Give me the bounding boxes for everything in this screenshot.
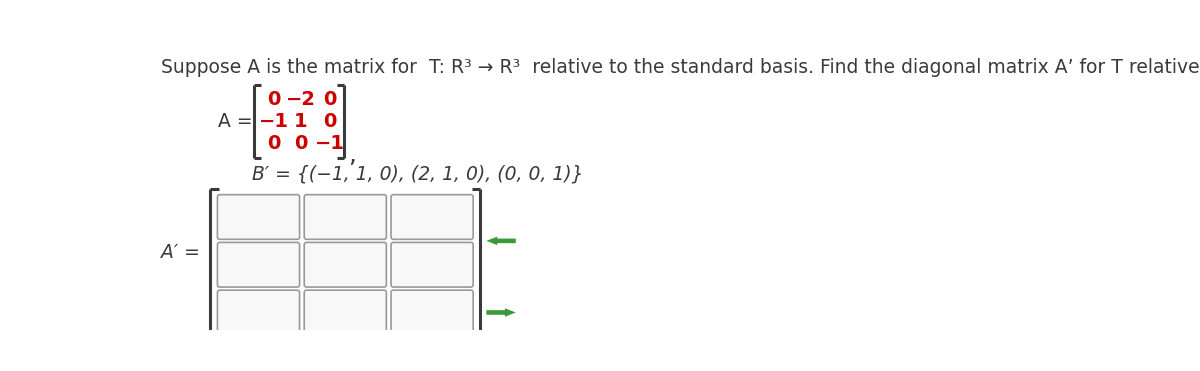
Text: Suppose A is the matrix for  T: R³ → R³  relative to the standard basis. Find th: Suppose A is the matrix for T: R³ → R³ r… <box>161 58 1200 78</box>
Text: −2: −2 <box>286 91 316 109</box>
Polygon shape <box>308 347 317 368</box>
FancyBboxPatch shape <box>217 195 300 239</box>
Polygon shape <box>325 347 334 368</box>
Text: 0: 0 <box>268 134 281 152</box>
Text: 0: 0 <box>268 91 281 109</box>
Text: A =: A = <box>218 112 253 131</box>
Polygon shape <box>486 237 516 245</box>
Text: 1: 1 <box>294 112 308 131</box>
FancyBboxPatch shape <box>391 195 473 239</box>
Text: 0: 0 <box>323 112 336 131</box>
FancyBboxPatch shape <box>391 290 473 335</box>
FancyBboxPatch shape <box>217 242 300 287</box>
Text: A′ =: A′ = <box>161 243 199 262</box>
FancyBboxPatch shape <box>305 195 386 239</box>
Text: ,: , <box>348 144 355 167</box>
Text: 0: 0 <box>294 134 308 152</box>
Text: −1: −1 <box>314 134 344 152</box>
Text: 0: 0 <box>323 91 336 109</box>
FancyBboxPatch shape <box>305 242 386 287</box>
FancyBboxPatch shape <box>305 290 386 335</box>
Text: −1: −1 <box>259 112 289 131</box>
Polygon shape <box>486 308 516 317</box>
Text: B′ = {(−1, 1, 0), (2, 1, 0), (0, 0, 1)}: B′ = {(−1, 1, 0), (2, 1, 0), (0, 0, 1)} <box>252 164 583 183</box>
FancyBboxPatch shape <box>391 242 473 287</box>
FancyBboxPatch shape <box>217 290 300 335</box>
